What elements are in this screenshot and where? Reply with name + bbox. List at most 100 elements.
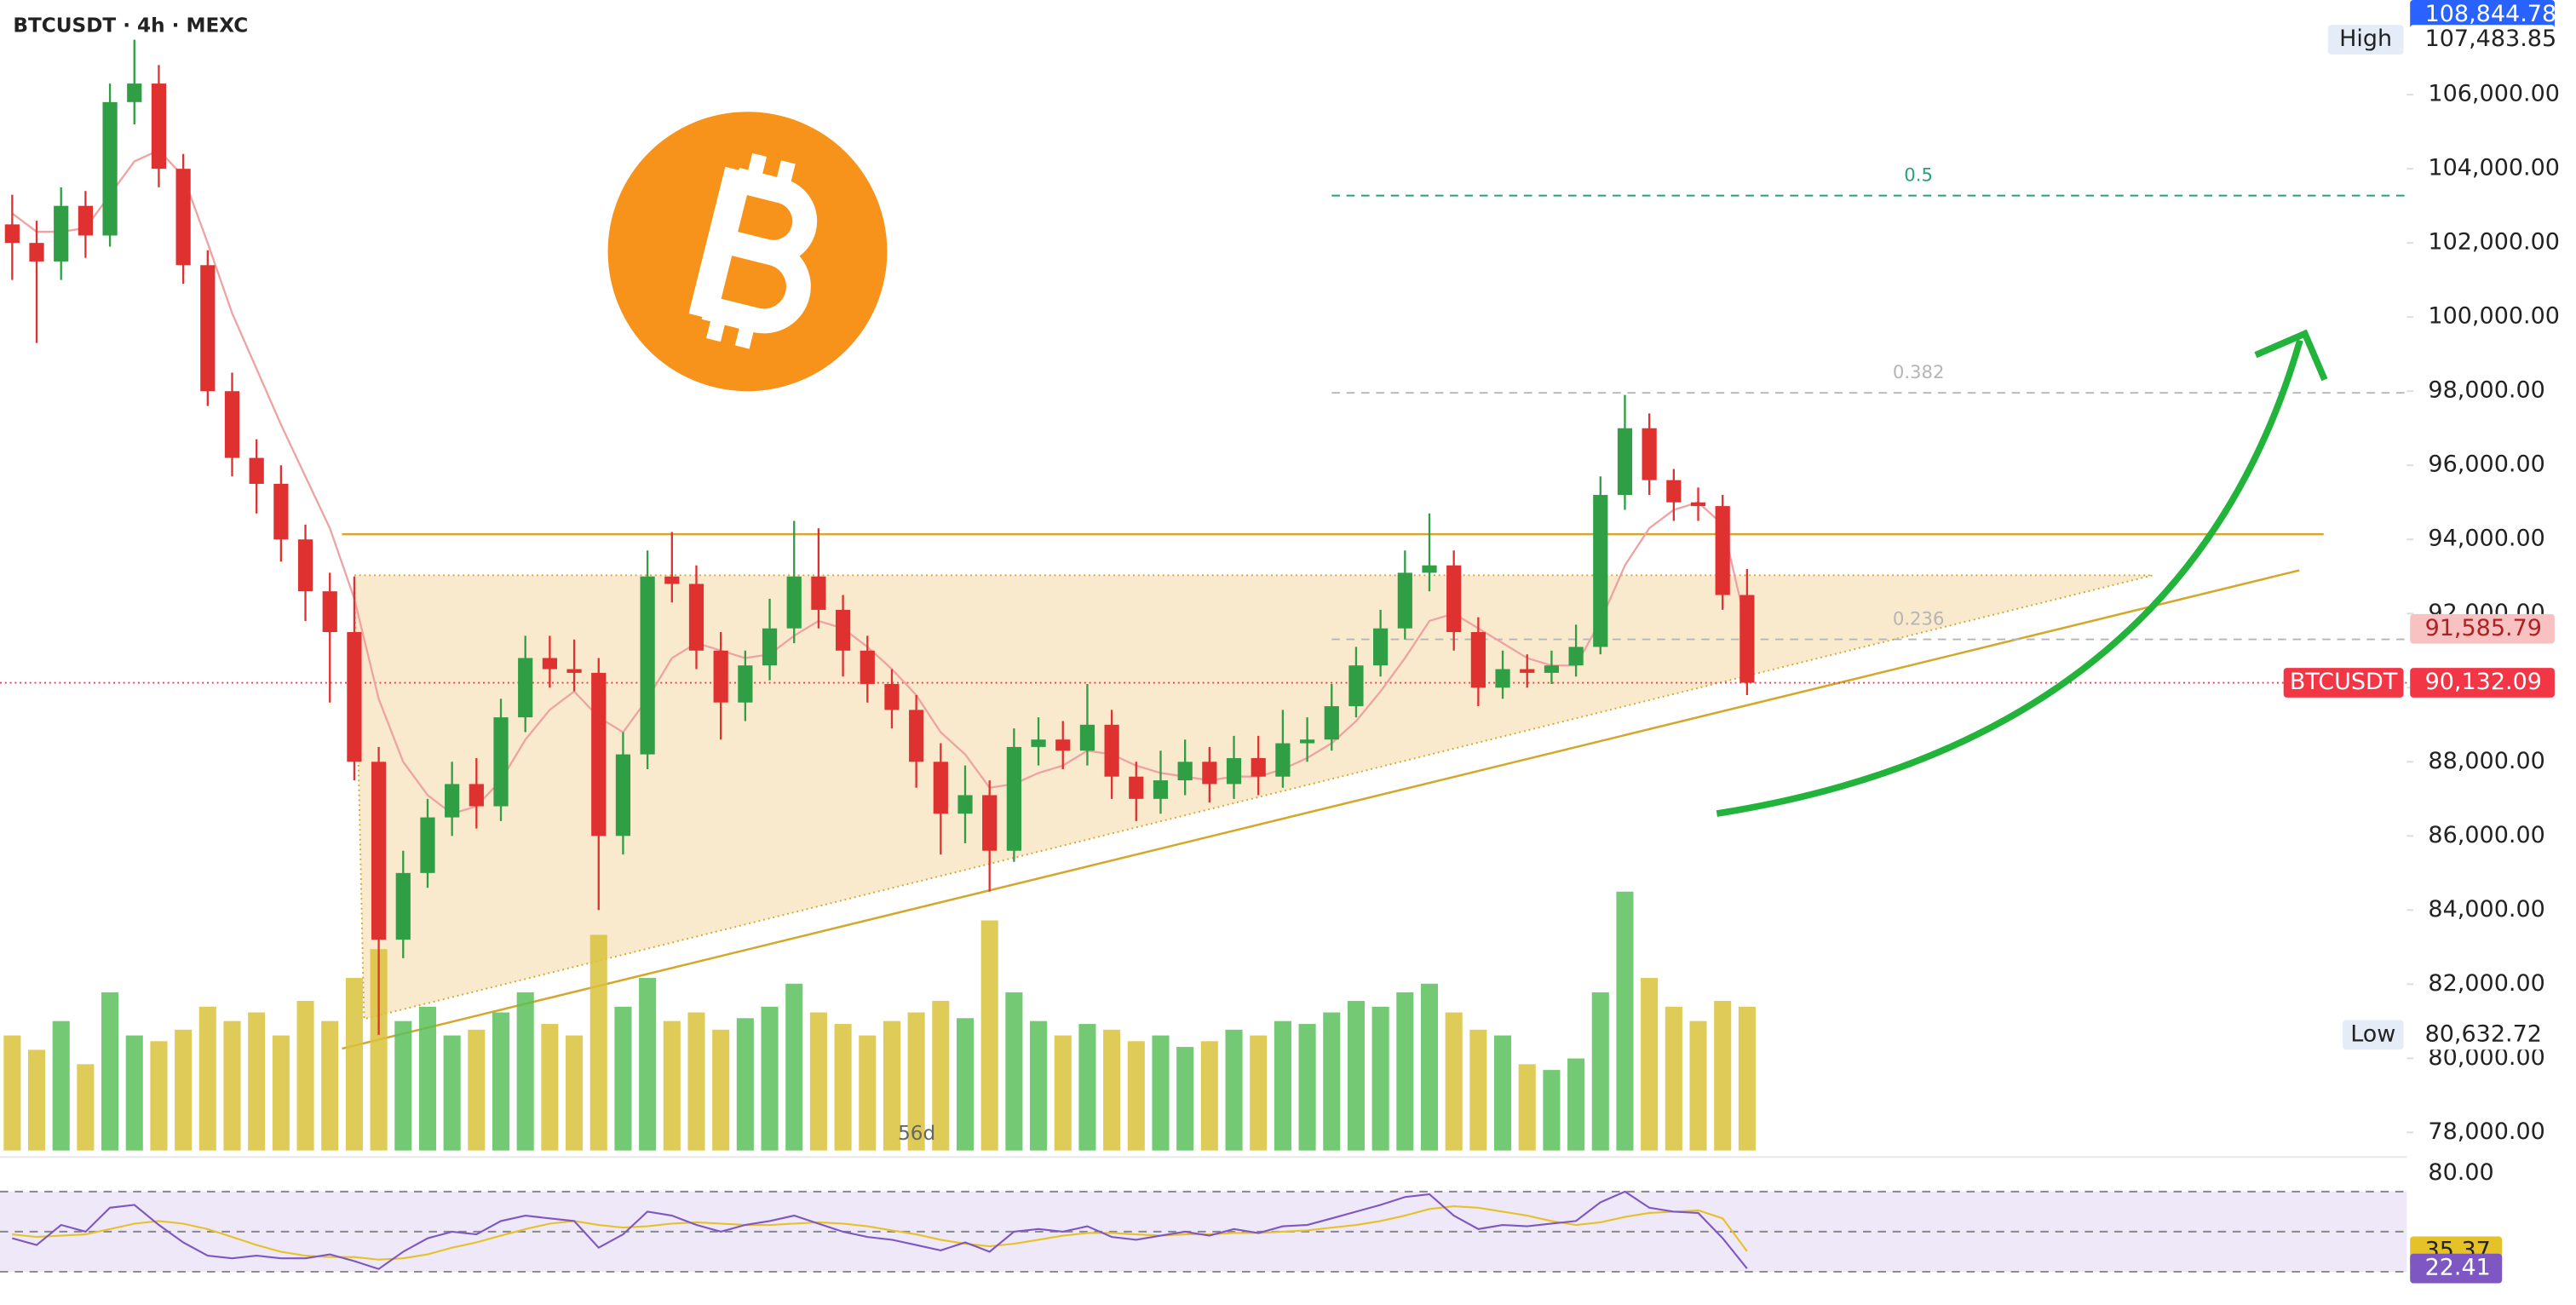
volume-bar: [1518, 1064, 1536, 1151]
candle-body: [1690, 502, 1706, 507]
volume-bar: [834, 1024, 852, 1151]
price-badge-tag-box: [2327, 25, 2404, 55]
volume-bar: [492, 1012, 510, 1151]
volume-bar: [516, 992, 534, 1151]
candle-body: [469, 784, 484, 807]
arrow-curve: [1716, 339, 2303, 817]
series-layer: [4, 39, 1755, 1270]
candle-body: [884, 683, 900, 710]
volume-bar: [1665, 1006, 1682, 1151]
volume-bar: [1616, 891, 1634, 1151]
candle-body: [347, 632, 362, 762]
y-tick-label: 86,000.00: [2428, 822, 2544, 848]
y-tick-label: 96,000.00: [2428, 451, 2544, 478]
rsi-line: [11, 1190, 1748, 1270]
volume-bar: [1420, 983, 1439, 1151]
candle-body: [1251, 757, 1266, 777]
y-tick-label: 102,000.00: [2428, 229, 2560, 256]
volume-bar: [907, 1012, 925, 1151]
volume-bar: [883, 1020, 900, 1151]
candle-body: [713, 650, 728, 703]
candle-body: [102, 101, 118, 236]
volume-bar: [932, 1001, 950, 1151]
volume-bar: [712, 1029, 730, 1151]
volume-bar: [1152, 1035, 1170, 1151]
price-badge-tag-box: [2343, 1020, 2404, 1050]
candle-body: [615, 754, 631, 836]
volume-bar: [1591, 992, 1609, 1151]
y-tick-label: 106,000.00: [2428, 81, 2560, 107]
volume-bar: [1738, 1006, 1756, 1151]
candle-body: [1373, 628, 1389, 666]
bitcoin-logo: [607, 112, 888, 392]
volume-bar: [785, 983, 803, 1151]
candle-body: [54, 205, 69, 262]
candle-body: [1470, 632, 1486, 688]
candle-body: [1348, 665, 1364, 707]
volume-bar: [1641, 978, 1659, 1151]
volume-bar: [1127, 1041, 1145, 1151]
y-tick-label: 78,000.00: [2428, 1118, 2544, 1145]
volume-bar: [1543, 1070, 1561, 1151]
volume-bar: [1298, 1024, 1316, 1151]
logo-glyph: [688, 152, 818, 349]
volume-bar: [761, 1006, 779, 1151]
candle-body: [4, 224, 20, 244]
candle-body: [1129, 776, 1144, 799]
candle-body: [78, 205, 93, 236]
candle-body: [738, 665, 753, 703]
candle-body: [420, 817, 435, 873]
candle-body: [1446, 565, 1462, 633]
volume-bar: [27, 1049, 46, 1151]
volume-bar: [418, 1006, 437, 1151]
volume-bar: [736, 1018, 754, 1151]
triangle-pattern: [353, 574, 2153, 1020]
volume-bar: [345, 978, 363, 1151]
price-badge-tag-box: [2283, 668, 2404, 698]
candle-body: [1397, 572, 1412, 629]
candle-body: [688, 584, 704, 651]
price-badge: [2410, 0, 2555, 30]
y-tick-label: 84,000.00: [2428, 896, 2544, 923]
volume-bar: [1200, 1041, 1218, 1151]
candle-body: [762, 628, 778, 666]
candle-body: [1226, 757, 1242, 785]
price-badge-label: 80,632.72: [2425, 1020, 2542, 1047]
volume-bar: [1030, 1020, 1048, 1151]
volume-bar: [663, 1020, 681, 1151]
candle-body: [1006, 746, 1021, 851]
candle-body: [1617, 428, 1633, 496]
candle-body: [811, 576, 826, 610]
annotation: 56d: [898, 1123, 935, 1145]
support-line: [342, 569, 2300, 1050]
volume-bar: [1469, 1029, 1487, 1151]
volume-bar: [1054, 1035, 1072, 1151]
candle-body: [909, 710, 924, 762]
volume-bar: [1103, 1029, 1121, 1151]
price-badge: [2410, 25, 2555, 55]
volume-bar: [394, 1020, 412, 1151]
volume-bar: [566, 1035, 584, 1151]
volume-bar: [52, 1020, 70, 1151]
volume-bar: [370, 949, 388, 1151]
volume-bar: [980, 920, 998, 1151]
volume-bar: [272, 1035, 290, 1151]
volume-bar: [125, 1035, 143, 1151]
candle-body: [371, 762, 387, 940]
price-badge: [2410, 668, 2555, 698]
volume-bar: [1005, 992, 1023, 1151]
volume-bar: [1396, 992, 1414, 1151]
candle-body: [1495, 669, 1510, 688]
candle-body: [664, 576, 680, 584]
volume-bar: [1714, 1001, 1732, 1151]
candle-body: [200, 265, 216, 392]
fib-label: 0.5: [1904, 164, 1933, 186]
candle-body: [1593, 495, 1608, 647]
candle-body: [1055, 739, 1071, 751]
price-badge-label: 90,132.09: [2425, 669, 2542, 695]
candle-body: [1177, 762, 1193, 781]
candle-body: [1324, 706, 1339, 740]
candle-body: [1544, 665, 1560, 673]
price-badge-tag: High: [2339, 26, 2392, 52]
candle-body: [982, 795, 998, 851]
